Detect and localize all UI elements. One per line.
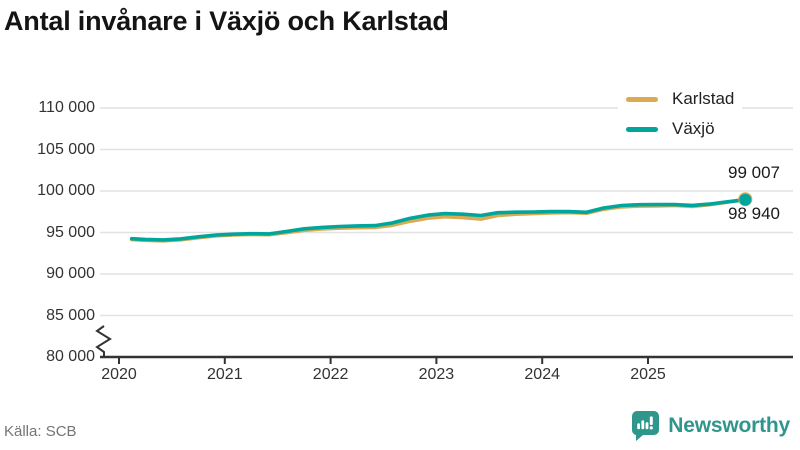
end-value-label-vaxjo: 98 940 <box>728 204 780 223</box>
newsworthy-branding: Newsworthy <box>630 410 790 442</box>
vaxjo-line-swatch <box>626 126 658 132</box>
karlstad-line-swatch <box>626 96 658 102</box>
x-tick-label: 2021 <box>207 366 243 383</box>
legend-label-vaxjo: Växjö <box>672 119 715 138</box>
y-tick-label: 80 000 <box>46 348 95 365</box>
series-line-vxj <box>129 198 748 242</box>
legend: Karlstad Växjö <box>618 80 743 148</box>
y-tick-label: 95 000 <box>46 223 95 241</box>
x-tick-label: 2023 <box>418 366 455 383</box>
y-tick-label: 100 000 <box>37 182 95 199</box>
legend-item-vaxjo: Växjö <box>626 114 734 144</box>
x-tick-label: 2025 <box>630 366 666 383</box>
y-tick-label: 90 000 <box>46 265 95 282</box>
y-tick-label: 105 000 <box>37 140 95 158</box>
legend-label-karlstad: Karlstad <box>672 89 735 108</box>
newsworthy-logo-icon <box>632 411 660 441</box>
x-tick-label: 2020 <box>101 366 137 383</box>
newsworthy-logo-text: Newsworthy <box>668 414 790 437</box>
end-value-label-karlstad: 99 007 <box>728 163 780 182</box>
x-tick-label: 2022 <box>312 366 349 383</box>
y-tick-label: 110 000 <box>38 99 95 116</box>
y-axis-break-icon <box>95 325 112 357</box>
source-note: Källa: SCB <box>4 423 77 440</box>
end-point-vxj <box>739 193 752 206</box>
x-tick-label: 2024 <box>524 366 560 383</box>
chart-title: Antal invånare i Växjö och Karlstad <box>4 6 449 36</box>
y-tick-label: 85 000 <box>46 306 95 324</box>
legend-item-karlstad: Karlstad <box>626 84 734 114</box>
